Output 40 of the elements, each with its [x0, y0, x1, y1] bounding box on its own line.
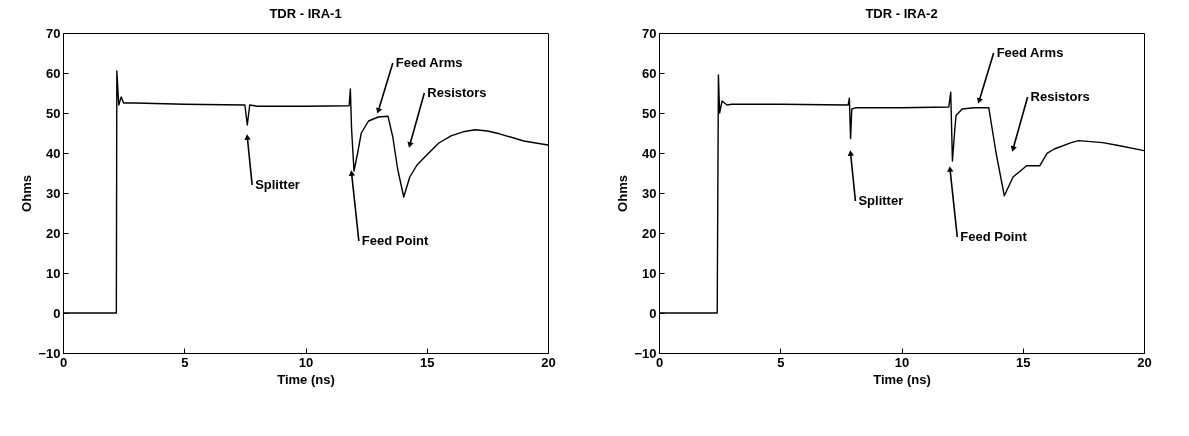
y-tick-label: 0 [53, 305, 61, 321]
x-tick-label: 10 [894, 354, 910, 370]
y-tick-label: 20 [642, 225, 657, 241]
y-tick-label: 10 [46, 265, 61, 281]
annotation: Resistors [427, 85, 487, 100]
annotation: Feed Point [960, 229, 1028, 244]
y-axis-title: Ohms [19, 175, 35, 212]
y-axis-title: Ohms [615, 175, 631, 212]
y-tick-label: 40 [642, 145, 657, 161]
chart-title: TDR - IRA-2 [865, 6, 938, 21]
y-tick-label: 70 [642, 25, 657, 41]
x-tick-label: 10 [298, 354, 314, 370]
y-tick-label: 50 [46, 105, 61, 121]
y-tick-label: 60 [46, 65, 61, 81]
y-tick-label: 40 [46, 145, 61, 161]
x-axis-title: Time (ns) [873, 371, 931, 387]
x-tick-label: 15 [420, 354, 435, 370]
annotation: Splitter [858, 193, 904, 208]
annotation: Feed Point [361, 233, 429, 248]
y-tick-label: 20 [46, 225, 61, 241]
x-tick-label: 5 [181, 354, 189, 370]
y-tick-label: 70 [46, 25, 61, 41]
annotation: Feed Arms [395, 55, 463, 70]
annotation: Resistors [1030, 89, 1090, 104]
y-tick-label: 60 [642, 65, 657, 81]
y-tick-label: −10 [38, 345, 61, 361]
x-tick-label: 20 [541, 354, 556, 370]
y-tick-label: 0 [649, 305, 657, 321]
y-tick-label: −10 [634, 345, 657, 361]
x-tick-label: 5 [777, 354, 785, 370]
y-tick-label: 10 [642, 265, 657, 281]
annotation: Feed Arms [996, 45, 1064, 60]
chart-title: TDR - IRA-1 [269, 6, 342, 21]
x-tick-label: 20 [1137, 354, 1152, 370]
y-tick-label: 50 [642, 105, 657, 121]
annotation: Splitter [255, 177, 300, 192]
y-tick-label: 30 [642, 185, 657, 201]
x-axis-title: Time (ns) [277, 371, 335, 387]
y-tick-label: 30 [46, 185, 61, 201]
x-tick-label: 15 [1016, 354, 1031, 370]
